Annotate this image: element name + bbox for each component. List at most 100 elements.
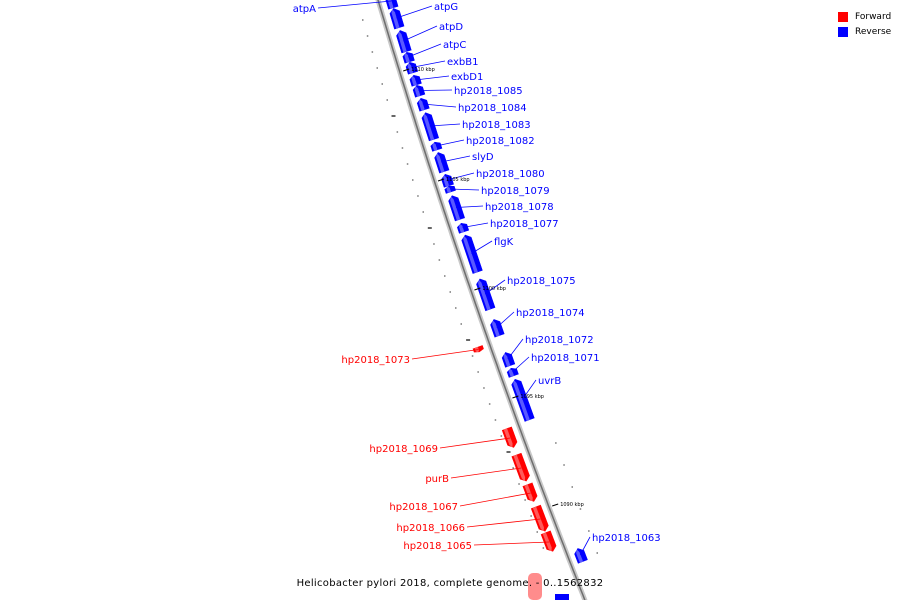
gene-leader-hp2018_1079 <box>449 188 480 191</box>
gene-highlight-hp2018_1084 <box>418 98 425 111</box>
gene-arrow-atpD <box>396 30 412 54</box>
gene-label-slyD: slyD <box>472 152 494 163</box>
gene-arrow-hp2018_1066 <box>530 504 549 532</box>
gene-arrow-hp2018_1079 <box>444 185 456 194</box>
gene-leader-flgK <box>471 240 493 254</box>
gene-label-atpG: atpG <box>434 2 458 13</box>
gene-label-hp2018_1069: hp2018_1069 <box>369 444 438 455</box>
gene-label-exbB1: exbB1 <box>447 57 478 68</box>
gene-leader-atpG <box>396 5 433 19</box>
gene-label-flgK: flgK <box>494 237 514 248</box>
gene-label-hp2018_1083: hp2018_1083 <box>462 120 531 131</box>
gene-arrow-hp2018_1069 <box>501 426 518 448</box>
kbp-tick-label: 1090 kbp <box>560 502 584 508</box>
gene-highlight-hp2018_1080 <box>443 174 450 187</box>
legend-item-forward: Forward <box>838 9 891 24</box>
gene-highlight-hp2018_1083 <box>423 113 435 141</box>
gene-leader-hp2018_1074 <box>496 311 515 328</box>
gene-label-hp2018_1080: hp2018_1080 <box>476 169 545 180</box>
gene-arrow-exbB1 <box>405 61 419 75</box>
gene-arrow-hp2018_1082 <box>430 141 443 152</box>
gene-highlight-atpA <box>387 0 394 9</box>
gene-arrow-hp2018_1075 <box>476 278 496 312</box>
gene-label-hp2018_1075: hp2018_1075 <box>507 276 576 287</box>
gene-arrow-hp2018_1067 <box>522 482 538 502</box>
partial-gene-reverse <box>555 594 569 600</box>
gene-label-hp2018_1074: hp2018_1074 <box>516 308 585 319</box>
gene-highlight-hp2018_1075 <box>478 279 491 311</box>
legend-label-reverse: Reverse <box>855 26 892 37</box>
gene-leader-hp2018_1080 <box>446 172 475 181</box>
gene-leader-purB <box>450 467 522 479</box>
gene-label-exbD1: exbD1 <box>451 72 483 83</box>
gene-highlight-hp2018_1082 <box>432 142 438 151</box>
gene-leader-hp2018_1083 <box>429 123 461 127</box>
legend: Forward Reverse <box>838 9 891 39</box>
gene-leader-hp2018_1072 <box>507 338 524 360</box>
gene-leader-hp2018_1082 <box>435 139 465 147</box>
gene-highlight-slyD <box>436 152 445 173</box>
gene-leader-atpA <box>317 0 392 9</box>
gene-highlight-hp2018_1078 <box>450 196 461 221</box>
gene-highlight-hp2018_1085 <box>414 85 421 97</box>
gene-arrow-hp2018_1080 <box>441 174 454 188</box>
gene-highlight-exbB1 <box>407 62 414 74</box>
gene-label-hp2018_1084: hp2018_1084 <box>458 103 527 114</box>
gene-highlight-hp2018_1063 <box>576 549 584 563</box>
gene-label-uvrB: uvrB <box>538 376 561 387</box>
gene-arrow-slyD <box>434 152 450 174</box>
gene-arrow-hp2018_1077 <box>457 222 470 234</box>
kbp-tick-label: 1105 kbp <box>446 177 470 183</box>
gene-arrow-purB <box>511 452 530 482</box>
gene-arrow-hp2018_1065 <box>540 530 557 552</box>
gene-label-hp2018_1085: hp2018_1085 <box>454 86 523 97</box>
gene-arrow-hp2018_1071 <box>506 367 519 378</box>
gene-highlight-hp2018_1077 <box>458 223 465 233</box>
kbp-tick-mark <box>474 287 481 291</box>
kbp-tick-label: 1095 kbp <box>520 394 544 400</box>
gene-label-hp2018_1078: hp2018_1078 <box>485 202 554 213</box>
gene-highlight-atpC <box>404 52 410 63</box>
gene-arrow-hp2018_1083 <box>421 112 440 142</box>
map-caption: Helicobacter pylori 2018, complete genom… <box>296 578 604 589</box>
gene-leader-hp2018_1078 <box>455 205 484 208</box>
gene-label-hp2018_1072: hp2018_1072 <box>525 335 594 346</box>
gene-highlight-hp2018_1071 <box>508 368 514 377</box>
gene-label-purB: purB <box>425 474 449 485</box>
gene-label-hp2018_1067: hp2018_1067 <box>389 502 458 513</box>
gene-leader-hp2018_1067 <box>459 492 531 507</box>
gene-leader-hp2018_1075 <box>484 279 506 295</box>
gene-label-atpD: atpD <box>439 22 463 33</box>
gene-highlight-atpG <box>391 8 400 29</box>
gene-arrow-hp2018_1074 <box>490 319 505 338</box>
forward-swatch <box>838 11 848 22</box>
gene-label-hp2018_1079: hp2018_1079 <box>481 186 550 197</box>
gene-highlight-uvrB <box>513 379 530 421</box>
gene-leader-hp2018_1069 <box>439 437 511 449</box>
gene-highlight-exbD1 <box>411 75 417 86</box>
gene-highlight-hp2018_1074 <box>492 319 500 337</box>
kbp-tick-mark <box>512 395 519 399</box>
gene-leader-hp2018_1084 <box>422 103 457 108</box>
gene-leader-atpD <box>403 25 438 42</box>
gene-leader-hp2018_1066 <box>466 518 541 528</box>
kbp-tick-label: 1100 kbp <box>482 286 506 292</box>
gene-leader-uvrB <box>521 379 537 400</box>
legend-item-reverse: Reverse <box>838 24 891 39</box>
gene-arrow-hp2018_1072 <box>501 352 516 368</box>
gene-leader-slyD <box>441 155 471 163</box>
gene-leader-exbD1 <box>415 75 450 81</box>
gene-leader-hp2018_1063 <box>579 536 591 556</box>
gene-arrow-hp2018_1063 <box>574 548 588 564</box>
gene-highlight-flgK <box>463 235 478 274</box>
gene-arrow-exbD1 <box>409 74 422 87</box>
genome-axis <box>377 0 586 600</box>
kbp-tick-mark <box>403 68 410 72</box>
gene-leader-hp2018_1085 <box>418 89 453 91</box>
gene-leader-atpC <box>408 43 442 58</box>
gene-highlight-hp2018_1079 <box>446 186 452 193</box>
kbp-tick-label: 1110 kbp <box>411 67 435 73</box>
gene-arrow-atpG <box>389 8 405 30</box>
partial-gene-forward <box>528 573 542 600</box>
